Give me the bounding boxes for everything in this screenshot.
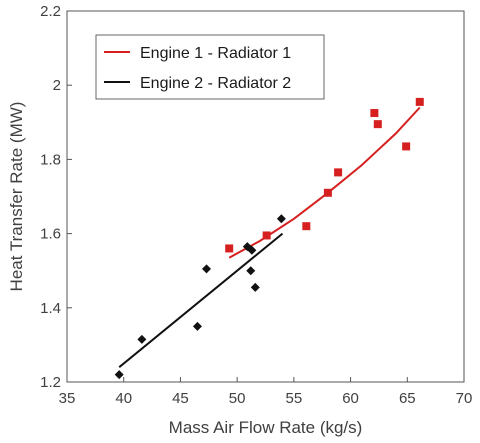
legend-box: [95, 34, 325, 100]
data-point-series-1: [262, 231, 271, 240]
data-point-series-2: [250, 282, 260, 292]
data-point-series-1: [225, 244, 234, 253]
y-tick-label: 1.8: [40, 151, 61, 168]
data-point-series-1: [302, 222, 311, 231]
y-tick-label: 1.4: [40, 300, 61, 317]
x-tick-label: 50: [229, 390, 246, 407]
plot-frame: [66, 10, 465, 383]
data-point-series-1: [402, 142, 411, 151]
data-point-series-2: [114, 370, 124, 380]
legend-label-engine-1: Engine 1 - Radiator 1: [140, 45, 291, 62]
y-axis-ticks: 1.2 1.4 1.6 1.8 2 2.2: [40, 3, 72, 391]
x-tick-label: 45: [172, 390, 189, 407]
x-axis-label: Mass Air Flow Rate (kg/s): [169, 418, 363, 437]
data-point-series-2: [276, 214, 286, 224]
data-point-series-1: [323, 188, 332, 197]
y-tick-label: 1.6: [40, 226, 61, 243]
x-tick-label: 55: [286, 390, 303, 407]
data-point-series-2: [247, 245, 257, 255]
data-point-series-1: [373, 120, 382, 129]
fit-line-series-1: [228, 106, 421, 259]
fit-line-series-2: [118, 232, 284, 368]
data-point-series-1: [334, 168, 343, 177]
x-tick-label: 60: [342, 390, 359, 407]
x-tick-label: 65: [399, 390, 416, 407]
y-tick-label: 2.2: [40, 3, 61, 20]
x-tick-label: 40: [115, 390, 132, 407]
data-point-series-2: [202, 264, 212, 274]
x-axis-ticks: 35 40 45 50 55 60 65 70: [59, 377, 473, 407]
data-point-series-2: [246, 266, 256, 276]
y-tick-label: 2: [53, 77, 61, 94]
data-point-series-2: [137, 334, 147, 344]
data-points: [114, 97, 424, 380]
data-point-series-2: [192, 321, 202, 331]
y-axis-label: Heat Transfer Rate (MW): [7, 102, 26, 292]
data-point-series-1: [415, 97, 424, 106]
x-tick-label: 70: [456, 390, 473, 407]
legend: Engine 1 - Radiator 1 Engine 2 - Radiato…: [95, 34, 325, 100]
legend-label-engine-2: Engine 2 - Radiator 2: [140, 75, 291, 92]
data-point-series-1: [370, 109, 379, 118]
x-tick-label: 35: [59, 390, 76, 407]
y-tick-label: 1.2: [40, 374, 61, 391]
